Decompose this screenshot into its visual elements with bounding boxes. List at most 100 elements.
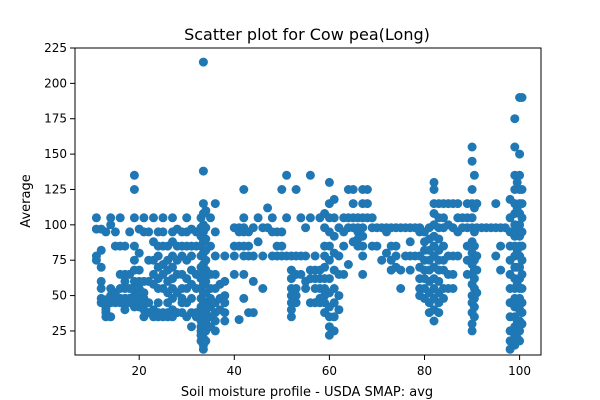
scatter-point <box>198 57 208 67</box>
scatter-point <box>110 227 120 237</box>
scatter-point <box>515 326 525 336</box>
y-tick-label: 75 <box>52 253 67 267</box>
scatter-point <box>96 284 106 293</box>
scatter-point <box>334 291 344 301</box>
scatter-point <box>305 170 315 180</box>
scatter-point <box>158 227 168 237</box>
scatter-point <box>239 213 249 223</box>
scatter-point <box>139 213 149 223</box>
scatter-point <box>134 265 144 275</box>
scatter-point <box>210 269 220 279</box>
scatter-point <box>210 251 220 261</box>
scatter-point <box>439 293 448 303</box>
scatter-point <box>491 199 501 209</box>
data-points <box>91 57 527 354</box>
scatter-point <box>210 199 220 209</box>
scatter-point <box>469 302 479 312</box>
scatter-point <box>472 288 482 298</box>
scatter-point <box>439 213 448 223</box>
scatter-point <box>220 251 230 261</box>
scatter-point <box>201 206 211 216</box>
scatter-point <box>377 255 387 265</box>
scatter-point <box>220 308 230 318</box>
scatter-point <box>467 213 477 223</box>
scatter-point <box>396 265 406 275</box>
scatter-point <box>358 231 368 241</box>
scatter-point <box>229 251 239 261</box>
scatter-point <box>296 269 306 279</box>
scatter-point <box>434 234 444 244</box>
x-tick-label: 40 <box>227 364 242 378</box>
scatter-point <box>229 269 239 279</box>
scatter-point <box>168 262 177 272</box>
x-tick-label: 60 <box>322 364 337 378</box>
scatter-point <box>517 298 527 308</box>
scatter-point <box>291 298 301 308</box>
scatter-point <box>329 326 339 336</box>
scatter-point <box>129 255 139 265</box>
scatter-point <box>512 177 522 187</box>
scatter-point <box>198 199 208 209</box>
scatter-point <box>201 276 211 286</box>
scatter-point <box>348 185 358 194</box>
scatter-point <box>134 248 144 258</box>
scatter-point <box>220 291 230 301</box>
scatter-point <box>201 336 211 346</box>
scatter-point <box>149 213 158 223</box>
scatter-point <box>329 298 339 308</box>
y-tick-label: 175 <box>44 112 67 126</box>
scatter-point <box>239 185 249 194</box>
scatter-point <box>120 305 130 315</box>
scatter-point <box>210 326 220 336</box>
scatter-point <box>168 213 177 223</box>
scatter-point <box>153 298 163 308</box>
scatter-point <box>358 223 368 233</box>
plot-frame <box>74 47 542 356</box>
scatter-point <box>391 241 401 251</box>
scatter-point <box>339 269 349 279</box>
scatter-point <box>453 199 463 209</box>
scatter-point <box>515 170 525 180</box>
scatter-point <box>267 213 277 223</box>
scatter-point <box>234 315 244 325</box>
scatter-point <box>517 284 527 293</box>
scatter-point <box>301 223 311 233</box>
scatter-point <box>120 276 130 286</box>
scatter-point <box>334 305 344 315</box>
scatter-point <box>153 251 163 261</box>
scatter-point <box>429 316 439 326</box>
scatter-point <box>391 251 401 261</box>
scatter-point <box>434 276 444 286</box>
scatter-point <box>515 220 525 230</box>
scatter-point <box>258 251 268 261</box>
scatter-point <box>382 248 391 258</box>
scatter-point <box>144 227 154 237</box>
scatter-point <box>358 241 368 251</box>
scatter-point <box>515 336 525 346</box>
scatter-point <box>301 284 311 293</box>
scatter-point <box>239 293 249 303</box>
scatter-point <box>469 170 479 180</box>
scatter-point <box>517 213 527 223</box>
scatter-point <box>329 194 339 204</box>
scatter-point <box>324 177 334 187</box>
scatter-point <box>472 199 482 209</box>
scatter-point <box>467 156 477 166</box>
scatter-point <box>324 255 334 265</box>
scatter-point <box>244 241 254 251</box>
scatter-point <box>248 308 258 318</box>
scatter-point <box>469 312 479 322</box>
scatter-point <box>329 284 339 293</box>
scatter-point <box>187 293 196 303</box>
scatter-point <box>210 316 220 326</box>
scatter-point <box>496 265 506 275</box>
scatter-point <box>187 251 196 261</box>
scatter-point <box>517 255 527 265</box>
y-tick-label: 100 <box>44 218 67 232</box>
y-tick-label: 200 <box>44 76 67 90</box>
scatter-point <box>248 276 258 286</box>
scatter-point <box>158 213 168 223</box>
scatter-point <box>448 269 458 279</box>
y-tick-label: 150 <box>44 147 67 161</box>
